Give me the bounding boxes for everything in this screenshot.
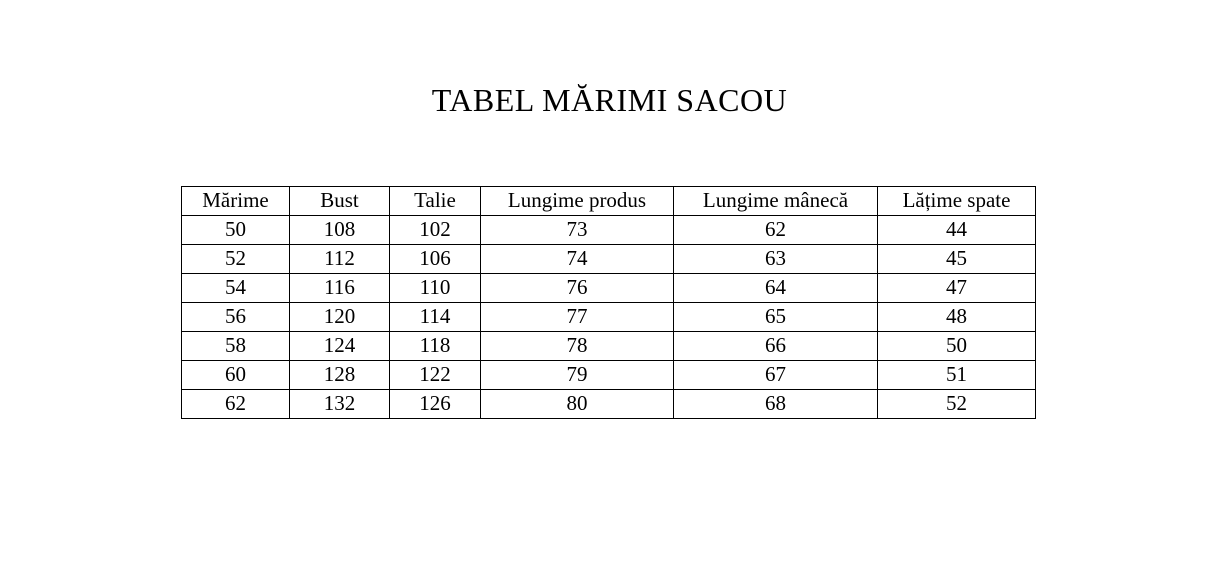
size-table: Mărime Bust Talie Lungime produs Lungime… <box>181 186 1036 419</box>
table-cell: 60 <box>181 360 290 390</box>
table-cell: 108 <box>289 215 390 245</box>
table-cell: 66 <box>673 331 878 361</box>
table-cell: 78 <box>480 331 674 361</box>
table-row: 52 112 106 74 63 45 <box>181 244 1036 274</box>
table-cell: 50 <box>181 215 290 245</box>
table-cell: 62 <box>673 215 878 245</box>
column-header-latime-spate: Lățime spate <box>877 186 1036 216</box>
table-cell: 116 <box>289 273 390 303</box>
table-cell: 120 <box>289 302 390 332</box>
table-row: 50 108 102 73 62 44 <box>181 215 1036 245</box>
table-cell: 128 <box>289 360 390 390</box>
table-cell: 122 <box>389 360 481 390</box>
table-cell: 63 <box>673 244 878 274</box>
table-row: 56 120 114 77 65 48 <box>181 302 1036 332</box>
table-cell: 126 <box>389 389 481 419</box>
table-cell: 77 <box>480 302 674 332</box>
table-cell: 102 <box>389 215 481 245</box>
table-cell: 124 <box>289 331 390 361</box>
table-cell: 67 <box>673 360 878 390</box>
table-cell: 118 <box>389 331 481 361</box>
table-cell: 56 <box>181 302 290 332</box>
table-cell: 50 <box>877 331 1036 361</box>
table-cell: 73 <box>480 215 674 245</box>
table-cell: 65 <box>673 302 878 332</box>
table-cell: 44 <box>877 215 1036 245</box>
table-cell: 106 <box>389 244 481 274</box>
table-row: 58 124 118 78 66 50 <box>181 331 1036 361</box>
table-row: 60 128 122 79 67 51 <box>181 360 1036 390</box>
table-cell: 79 <box>480 360 674 390</box>
column-header-lungime-maneca: Lungime mânecă <box>673 186 878 216</box>
table-cell: 45 <box>877 244 1036 274</box>
table-cell: 114 <box>389 302 481 332</box>
column-header-talie: Talie <box>389 186 481 216</box>
page-title: TABEL MĂRIMI SACOU <box>431 82 788 118</box>
table-cell: 132 <box>289 389 390 419</box>
table-cell: 47 <box>877 273 1036 303</box>
table-header-row: Mărime Bust Talie Lungime produs Lungime… <box>181 186 1036 216</box>
table-cell: 76 <box>480 273 674 303</box>
table-cell: 52 <box>877 389 1036 419</box>
table-cell: 48 <box>877 302 1036 332</box>
table-row: 62 132 126 80 68 52 <box>181 389 1036 419</box>
table-cell: 74 <box>480 244 674 274</box>
table-cell: 54 <box>181 273 290 303</box>
table-cell: 112 <box>289 244 390 274</box>
table-cell: 51 <box>877 360 1036 390</box>
column-header-bust: Bust <box>289 186 390 216</box>
table-cell: 64 <box>673 273 878 303</box>
table-cell: 62 <box>181 389 290 419</box>
column-header-marime: Mărime <box>181 186 290 216</box>
table-cell: 110 <box>389 273 481 303</box>
table-cell: 80 <box>480 389 674 419</box>
table-cell: 58 <box>181 331 290 361</box>
table-cell: 68 <box>673 389 878 419</box>
table-cell: 52 <box>181 244 290 274</box>
column-header-lungime-produs: Lungime produs <box>480 186 674 216</box>
table-row: 54 116 110 76 64 47 <box>181 273 1036 303</box>
